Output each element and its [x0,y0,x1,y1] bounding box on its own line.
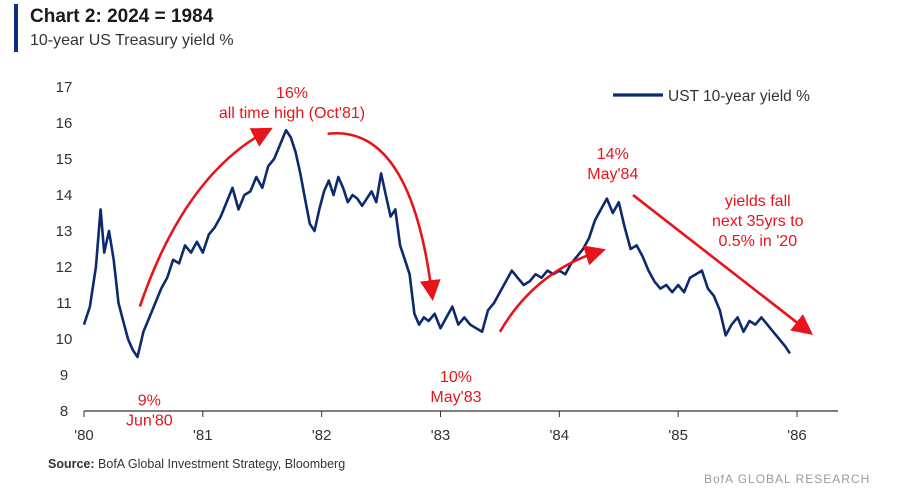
y-tick-label: 8 [60,403,68,420]
annotation-line: Jun'80 [126,413,173,430]
annotation-line: May'83 [430,389,481,406]
arrow-fall-81-82 [327,131,441,301]
source-note: Source: BofA Global Investment Strategy,… [48,457,345,471]
x-tick-label: '84 [550,427,570,444]
x-tick-label: '80 [74,427,94,444]
x-tick-label: '83 [431,427,451,444]
x-tick-label: '82 [312,427,332,444]
series-line-ust-10y [82,128,791,359]
arrow-rise-83-84 [498,245,606,333]
annotation-oct81: 16% all time high (Oct'81) [219,85,365,122]
chart-title: Chart 2: 2024 = 1984 [30,6,214,27]
x-tick-label: '86 [787,427,807,444]
annotation-line: 9% [138,393,161,410]
y-tick-label: 12 [56,259,73,276]
annotation-line: 16% [276,85,308,102]
annotation-line: 14% [597,146,629,163]
annotation-line: 0.5% in '20 [718,233,797,250]
annotation-line: yields fall [725,193,791,210]
y-tick-label: 10 [56,331,73,348]
y-tick-label: 16 [56,115,73,132]
annotation-line: May'84 [587,166,638,183]
annotation-may83: 10% May'83 [430,369,481,406]
arrow-fall-84-85 [632,193,813,335]
annotation-jun80: 9% Jun'80 [126,393,173,430]
chart-subtitle: 10-year US Treasury yield % [30,32,234,49]
y-tick-label: 17 [56,79,73,96]
legend-label: UST 10-year yield % [668,88,810,105]
annotation-line: all time high (Oct'81) [219,105,365,122]
arrow-rise-80-81 [138,127,273,308]
y-tick-label: 11 [56,295,72,312]
source-text: BofA Global Investment Strategy, Bloombe… [98,457,346,471]
x-tick-label: '85 [668,427,688,444]
title-accent-bar [14,4,18,52]
y-tick-label: 14 [56,187,73,204]
watermark: BofA GLOBAL RESEARCH [704,472,871,486]
source-label: Source: [48,457,95,471]
y-tick-label: 15 [56,151,73,168]
annotation-fall: yields fall next 35yrs to 0.5% in '20 [712,193,804,250]
annotation-line: next 35yrs to [712,213,804,230]
x-tick-label: '81 [193,427,213,444]
y-tick-label: 13 [56,223,73,240]
y-tick-label: 9 [60,367,68,384]
annotation-line: 10% [440,369,472,386]
annotation-may84: 14% May'84 [587,146,638,183]
